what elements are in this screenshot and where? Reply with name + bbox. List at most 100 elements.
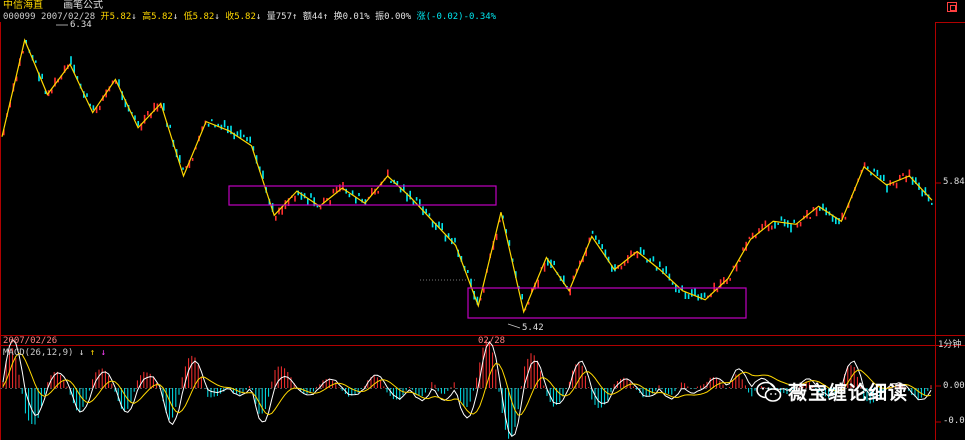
candle [233, 132, 235, 140]
candle [598, 239, 600, 245]
candle [371, 187, 373, 196]
quote-row: 000099 2007/02/28 开5.82↓ 高5.82↓ 低5.82↓ 收… [3, 12, 496, 23]
candles-layer [3, 40, 933, 311]
candle [809, 217, 811, 219]
candle [294, 195, 296, 202]
turnover-value: 0.01% [342, 12, 370, 22]
candle [892, 182, 895, 186]
candle [44, 90, 47, 94]
candle [351, 190, 354, 196]
candle [182, 167, 184, 170]
date-left: 2007/02/26 [3, 336, 58, 346]
candle [355, 197, 357, 204]
low-value: 5.82 [192, 12, 215, 22]
candle [755, 235, 757, 239]
candle [185, 166, 187, 169]
candle [188, 160, 191, 168]
candle [403, 184, 405, 191]
candle [521, 294, 523, 300]
candle [908, 169, 911, 177]
candle [396, 181, 399, 185]
candle [262, 170, 264, 179]
candle [643, 249, 645, 255]
candle [671, 282, 674, 285]
candle [134, 115, 136, 120]
candle [54, 77, 56, 87]
macd-arrow-2: ↑ [89, 348, 96, 358]
candle [431, 221, 434, 228]
candle [323, 197, 325, 204]
window-restore-button[interactable] [947, 2, 957, 12]
macd-dea-line [2, 352, 932, 416]
candle [147, 111, 149, 116]
high-arrow: ↓ [172, 12, 179, 22]
period-label[interactable]: 1分钟 [938, 340, 962, 350]
candle [735, 263, 738, 272]
candle [652, 256, 655, 262]
candle [694, 288, 696, 296]
candle [630, 250, 632, 256]
open-label: 开 [100, 12, 110, 22]
candle [873, 168, 875, 172]
candle [508, 240, 511, 246]
candle [9, 101, 11, 108]
candle [902, 173, 904, 176]
candle [60, 75, 63, 80]
candle [835, 216, 837, 225]
quote-date: 2007/02/28 [40, 12, 96, 22]
candle [604, 249, 607, 258]
candle [246, 137, 248, 142]
candle [444, 235, 447, 242]
candle [275, 215, 277, 221]
candle [886, 183, 888, 193]
candle [588, 237, 591, 243]
candle [841, 212, 843, 221]
candle [758, 228, 760, 234]
candle [179, 155, 181, 163]
candle [271, 203, 274, 212]
candle [505, 229, 507, 234]
candle [137, 121, 139, 126]
candle [217, 123, 219, 127]
candle [569, 288, 571, 296]
candle [777, 222, 779, 225]
change-label: 涨 [416, 12, 426, 22]
candle [607, 256, 610, 263]
turnover-label: 换 [333, 12, 343, 22]
candle [870, 172, 872, 176]
candle [332, 188, 335, 194]
candle [307, 198, 309, 206]
candle [460, 256, 463, 262]
amplitude-value: 0.00% [384, 12, 412, 22]
candle [211, 119, 213, 122]
pivot-box-2 [467, 287, 747, 319]
candle [143, 114, 146, 124]
candle [931, 202, 933, 205]
candle [799, 222, 802, 227]
candle [844, 216, 847, 220]
candle [751, 232, 754, 239]
candle [15, 76, 18, 82]
candle [563, 275, 565, 285]
candle [35, 60, 37, 63]
candle [121, 91, 123, 101]
candle [905, 175, 907, 183]
candle [230, 125, 232, 135]
candle [38, 72, 40, 82]
candle [831, 214, 834, 222]
candle [41, 73, 43, 79]
change-value: (-0.02)-0.34% [425, 12, 497, 22]
candle [838, 218, 840, 225]
volume-arrow: ↑ [292, 12, 298, 22]
candle [595, 235, 597, 240]
stock-name: 中信海直 [3, 0, 43, 11]
candle [454, 237, 456, 243]
candle [326, 198, 328, 201]
candle [124, 99, 127, 108]
candle [729, 278, 731, 281]
candle [22, 51, 24, 54]
candle [713, 282, 715, 292]
candle [819, 207, 821, 211]
candle [815, 207, 818, 217]
candle [812, 207, 815, 212]
